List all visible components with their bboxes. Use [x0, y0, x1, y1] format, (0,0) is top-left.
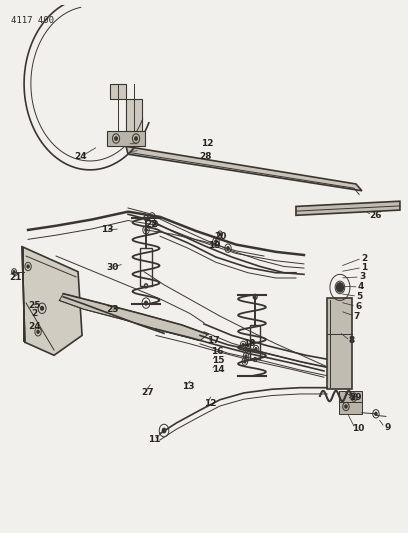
Text: 6: 6 — [355, 302, 361, 311]
Text: 13: 13 — [182, 382, 194, 391]
Circle shape — [245, 355, 247, 358]
Circle shape — [337, 283, 344, 292]
Circle shape — [37, 330, 39, 333]
Bar — [250, 325, 260, 359]
Text: 27: 27 — [141, 389, 153, 398]
Circle shape — [242, 344, 244, 346]
Text: 14: 14 — [212, 366, 224, 374]
Circle shape — [115, 137, 117, 140]
Text: 16: 16 — [211, 346, 223, 356]
Text: 18: 18 — [243, 340, 256, 348]
Circle shape — [13, 271, 15, 273]
Circle shape — [345, 405, 347, 408]
Circle shape — [244, 360, 246, 363]
Text: 28: 28 — [200, 152, 212, 161]
Text: 8: 8 — [349, 336, 355, 345]
Text: 21: 21 — [9, 273, 22, 282]
Polygon shape — [110, 84, 142, 147]
Circle shape — [145, 229, 147, 231]
Text: 29: 29 — [349, 393, 361, 401]
Circle shape — [27, 265, 29, 268]
Text: 5: 5 — [357, 292, 363, 301]
Text: 3: 3 — [359, 272, 366, 281]
Circle shape — [151, 215, 153, 219]
Text: 9: 9 — [385, 423, 391, 432]
Circle shape — [338, 285, 341, 289]
Text: 20: 20 — [214, 232, 226, 241]
Polygon shape — [339, 391, 362, 414]
Circle shape — [255, 348, 257, 350]
Text: 4117 400: 4117 400 — [11, 16, 54, 25]
Polygon shape — [59, 294, 208, 341]
Text: 24: 24 — [75, 152, 87, 161]
Circle shape — [135, 137, 137, 140]
Polygon shape — [327, 298, 352, 389]
Text: 2: 2 — [31, 309, 37, 318]
Circle shape — [162, 429, 166, 433]
Text: 4: 4 — [358, 282, 364, 292]
Circle shape — [41, 306, 44, 310]
Circle shape — [154, 223, 156, 225]
Text: 11: 11 — [148, 435, 160, 445]
Circle shape — [215, 240, 217, 243]
Circle shape — [227, 247, 229, 249]
Text: 25: 25 — [28, 301, 40, 310]
Polygon shape — [126, 147, 362, 191]
Text: 2: 2 — [361, 254, 367, 263]
Circle shape — [219, 233, 221, 235]
Circle shape — [353, 395, 355, 399]
Text: 19: 19 — [208, 241, 221, 250]
Polygon shape — [107, 131, 145, 147]
Polygon shape — [296, 201, 400, 215]
Text: 7: 7 — [354, 312, 360, 321]
Text: 26: 26 — [369, 211, 381, 220]
Text: 12: 12 — [204, 399, 216, 408]
Text: 24: 24 — [28, 322, 40, 331]
Text: 17: 17 — [207, 336, 220, 345]
Text: 1: 1 — [361, 263, 367, 272]
Circle shape — [375, 413, 377, 415]
Polygon shape — [22, 247, 82, 356]
Bar — [140, 248, 152, 286]
Text: 22: 22 — [145, 220, 157, 229]
Text: 12: 12 — [201, 139, 213, 148]
Text: 13: 13 — [101, 225, 113, 235]
Circle shape — [247, 349, 249, 351]
Text: 23: 23 — [106, 305, 119, 314]
Text: 15: 15 — [212, 356, 224, 365]
Text: 30: 30 — [106, 263, 119, 272]
Circle shape — [144, 301, 147, 305]
Text: 10: 10 — [352, 424, 364, 433]
